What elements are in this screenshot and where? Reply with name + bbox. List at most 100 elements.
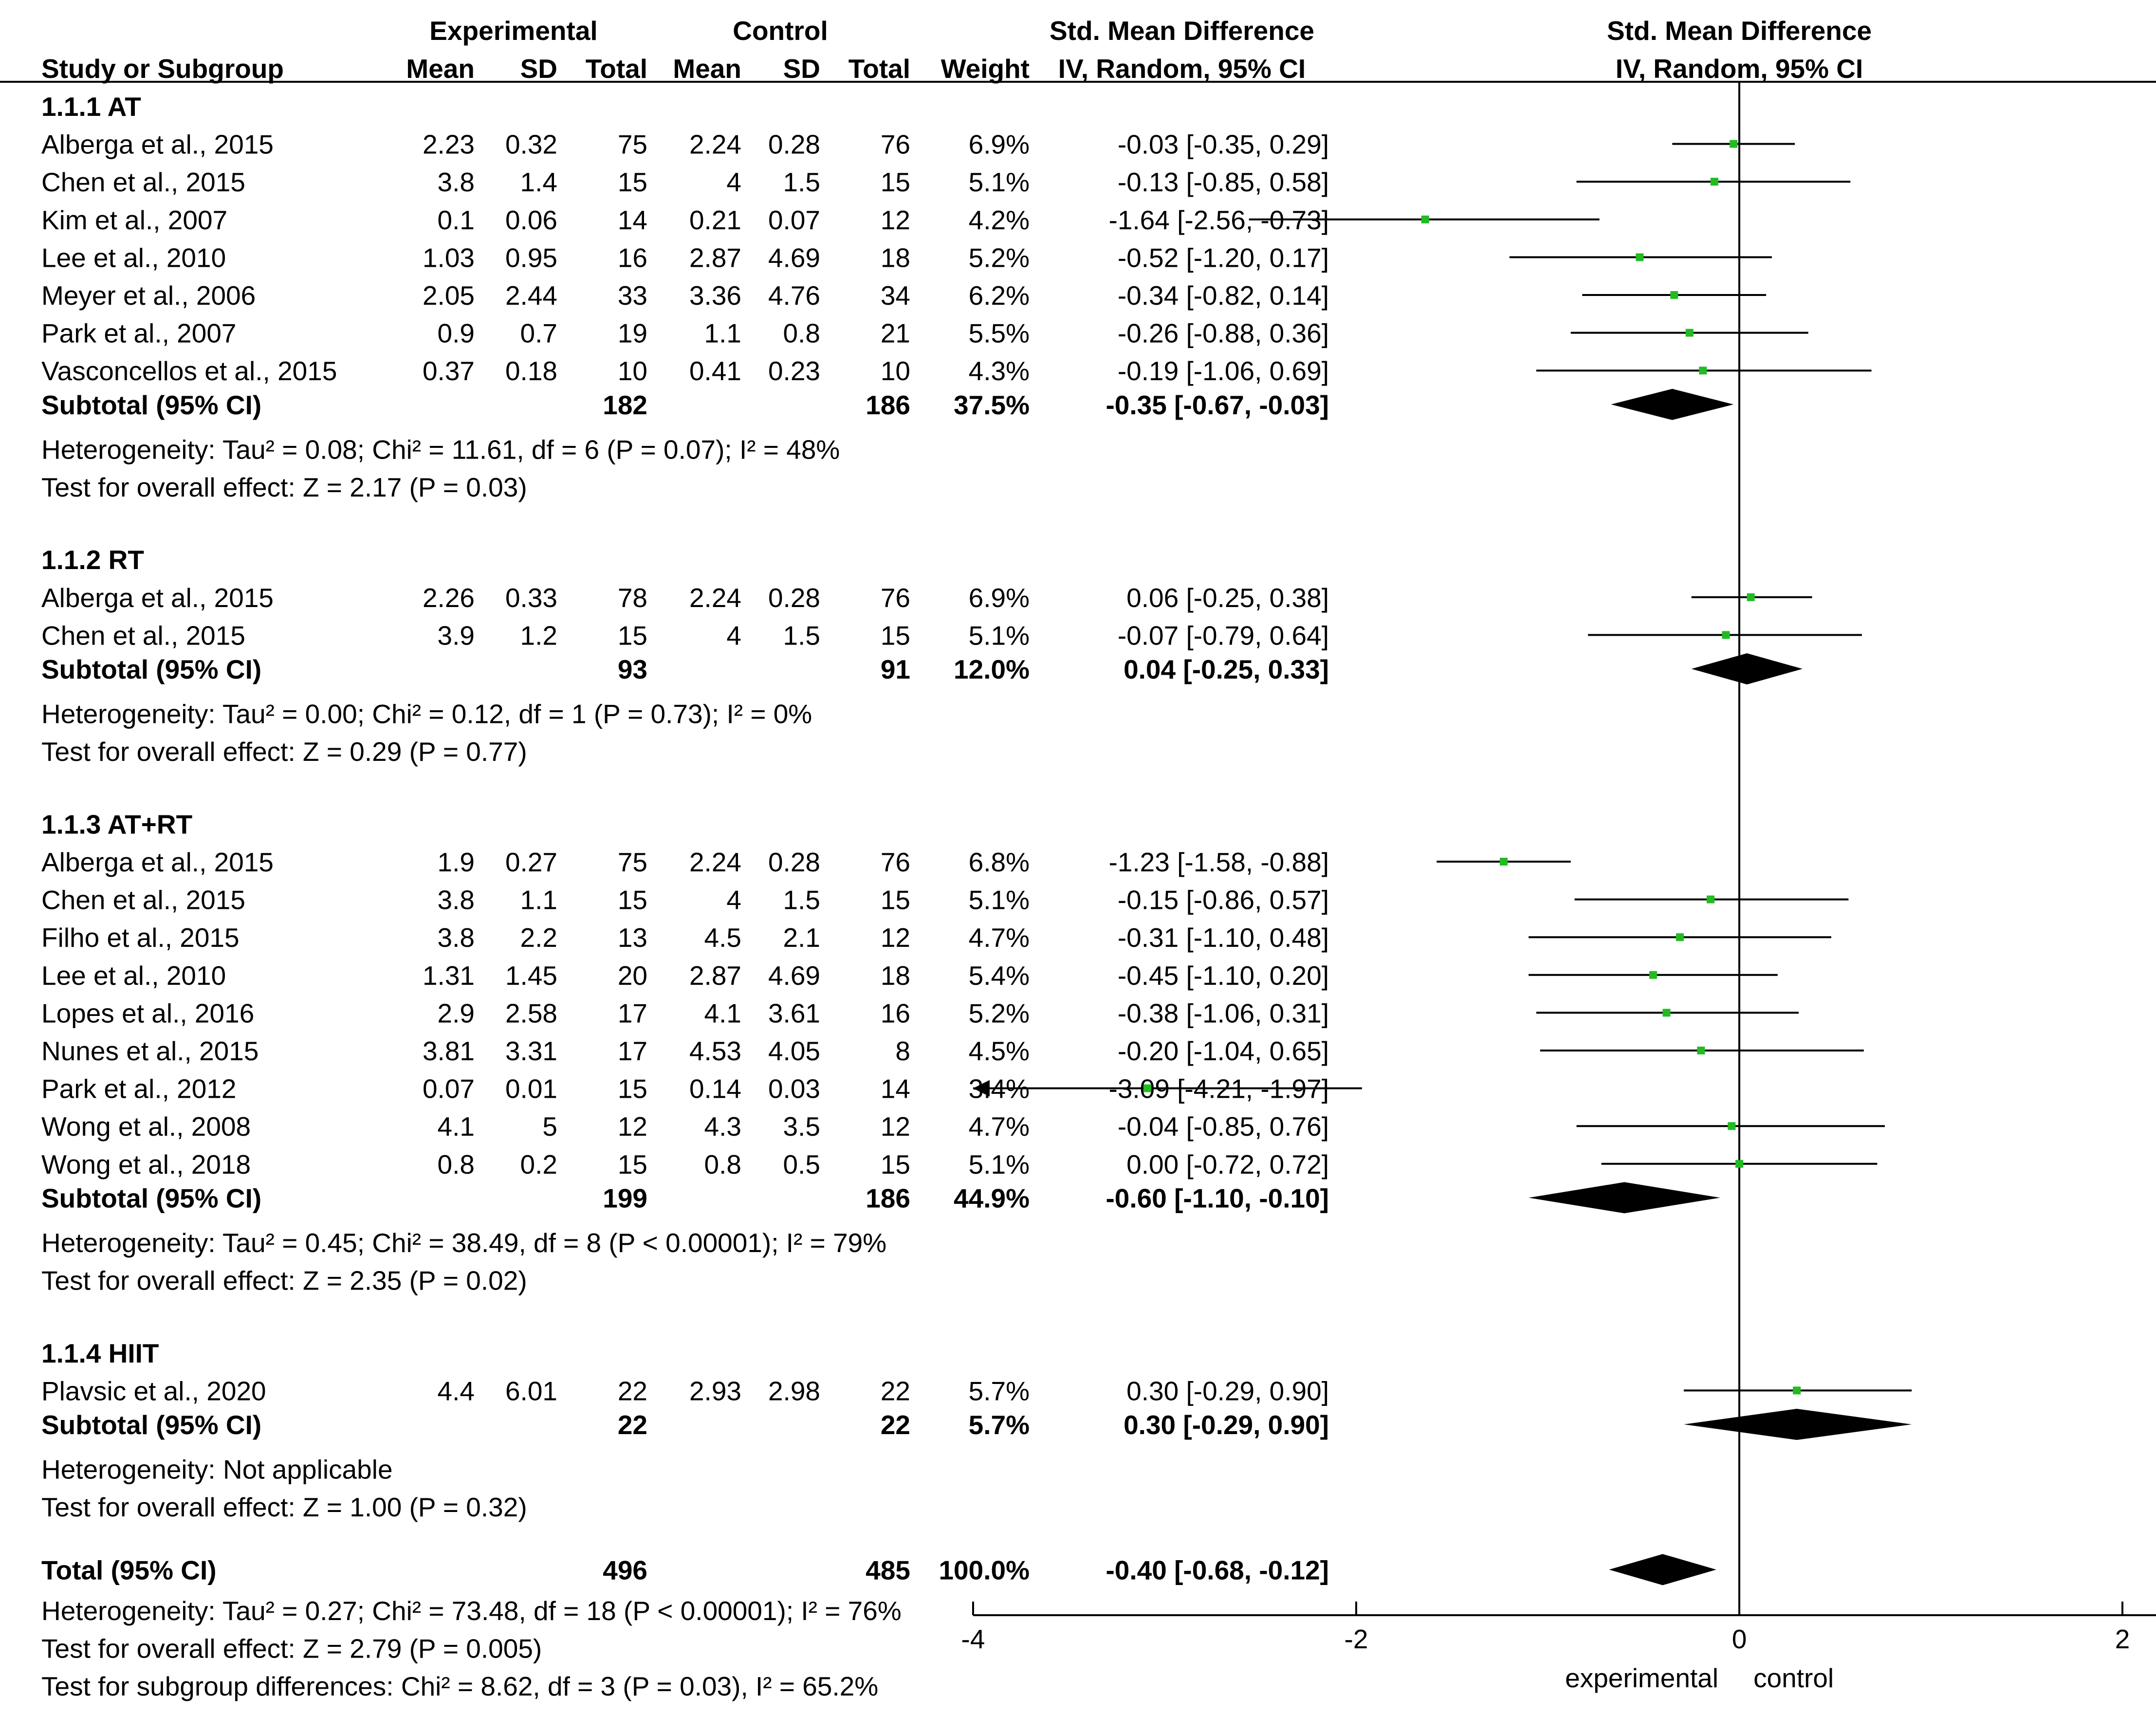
total-ci: -0.40 [-0.68, -0.12] xyxy=(1106,1555,1329,1585)
exp-sd: 3.31 xyxy=(505,1036,557,1066)
header-group-control: Control xyxy=(733,16,828,46)
exp-mean: 3.8 xyxy=(438,885,475,915)
total-heterogeneity: Heterogeneity: Tau² = 0.27; Chi² = 73.48… xyxy=(41,1596,902,1626)
header-ctl-sd: SD xyxy=(783,54,820,84)
total-diamond xyxy=(1609,1554,1716,1586)
header-plot-method: IV, Random, 95% CI xyxy=(1616,54,1863,84)
study-point-marker xyxy=(1685,329,1694,337)
study-ci: -0.38 [-1.06, 0.31] xyxy=(1118,998,1329,1028)
subtotal-ctl-total: 186 xyxy=(866,390,910,420)
subtotal-label: Subtotal (95% CI) xyxy=(41,390,261,420)
subgroup-overall-effect: Test for overall effect: Z = 2.17 (P = 0… xyxy=(41,472,527,502)
ctl-sd: 4.05 xyxy=(768,1036,820,1066)
header-effect-method: IV, Random, 95% CI xyxy=(1058,54,1306,84)
study-ci: -1.23 [-1.58, -0.88] xyxy=(1109,847,1329,877)
study-weight: 4.2% xyxy=(969,205,1030,235)
subtotal-ctl-total: 91 xyxy=(881,654,910,684)
ctl-mean: 4.3 xyxy=(704,1111,741,1142)
subtotal-label: Subtotal (95% CI) xyxy=(41,654,261,684)
exp-sd: 2.58 xyxy=(505,998,557,1028)
total-exp-total: 496 xyxy=(603,1555,647,1585)
header-plot-title: Std. Mean Difference xyxy=(1607,16,1872,46)
exp-mean: 0.9 xyxy=(438,318,475,349)
ctl-mean: 2.93 xyxy=(689,1376,741,1406)
study-name: Filho et al., 2015 xyxy=(41,922,240,953)
subtotal-ci: -0.35 [-0.67, -0.03] xyxy=(1106,390,1329,420)
subtotal-ci: -0.60 [-1.10, -0.10] xyxy=(1106,1183,1329,1213)
subtotal-weight: 12.0% xyxy=(954,654,1030,684)
study-ci: 0.06 [-0.25, 0.38] xyxy=(1126,583,1329,613)
exp-mean: 4.1 xyxy=(438,1111,475,1142)
ctl-sd: 1.5 xyxy=(783,620,820,650)
study-ci: -0.34 [-0.82, 0.14] xyxy=(1118,280,1329,311)
subgroup-label: 1.1.4 HIIT xyxy=(41,1338,159,1368)
ctl-mean: 2.87 xyxy=(689,242,741,273)
header-study: Study or Subgroup xyxy=(41,54,284,84)
study-weight: 5.2% xyxy=(969,998,1030,1028)
subtotal-label: Subtotal (95% CI) xyxy=(41,1183,261,1213)
exp-sd: 0.27 xyxy=(505,847,557,877)
ctl-mean: 4.5 xyxy=(704,922,741,953)
ctl-total: 18 xyxy=(881,960,910,991)
exp-sd: 1.45 xyxy=(505,960,557,991)
exp-mean: 1.31 xyxy=(423,960,475,991)
study-name: Plavsic et al., 2020 xyxy=(41,1376,266,1406)
ctl-mean: 1.1 xyxy=(704,318,741,349)
exp-mean: 3.8 xyxy=(438,922,475,953)
study-point-marker xyxy=(1649,971,1657,979)
study-ci: -0.07 [-0.79, 0.64] xyxy=(1118,620,1329,650)
ctl-mean: 4 xyxy=(726,620,741,650)
ctl-sd: 0.5 xyxy=(783,1149,820,1180)
study-name: Wong et al., 2018 xyxy=(41,1149,251,1180)
exp-total: 10 xyxy=(618,356,647,386)
study-weight: 6.8% xyxy=(969,847,1030,877)
exp-sd: 6.01 xyxy=(505,1376,557,1406)
exp-total: 17 xyxy=(618,998,647,1028)
favours-control-label: control xyxy=(1753,1663,1834,1693)
total-ctl-total: 485 xyxy=(866,1555,910,1585)
ci-clipped-arrow xyxy=(973,1080,990,1097)
subtotal-diamond xyxy=(1529,1182,1720,1214)
exp-total: 22 xyxy=(618,1376,647,1406)
header-exp-mean: Mean xyxy=(406,54,475,84)
exp-total: 75 xyxy=(618,129,647,160)
ctl-mean: 2.87 xyxy=(689,960,741,991)
header-ctl-mean: Mean xyxy=(673,54,741,84)
header-group-experimental: Experimental xyxy=(429,16,597,46)
exp-total: 15 xyxy=(618,1149,647,1180)
study-weight: 6.9% xyxy=(969,583,1030,613)
ctl-sd: 2.1 xyxy=(783,922,820,953)
ctl-sd: 0.03 xyxy=(768,1074,820,1104)
subgroup-heterogeneity: Heterogeneity: Not applicable xyxy=(41,1455,393,1485)
study-name: Alberga et al., 2015 xyxy=(41,847,274,877)
study-weight: 4.7% xyxy=(969,1111,1030,1142)
ctl-total: 15 xyxy=(881,885,910,915)
ctl-sd: 0.28 xyxy=(768,583,820,613)
study-weight: 5.2% xyxy=(969,242,1030,273)
subtotal-exp-total: 22 xyxy=(618,1410,647,1440)
study-point-marker xyxy=(1730,140,1738,148)
study-ci: -0.26 [-0.88, 0.36] xyxy=(1118,318,1329,349)
study-ci: -0.15 [-0.86, 0.57] xyxy=(1118,885,1329,915)
subtotal-ctl-total: 186 xyxy=(866,1183,910,1213)
study-weight: 4.5% xyxy=(969,1036,1030,1066)
study-name: Alberga et al., 2015 xyxy=(41,583,274,613)
exp-total: 19 xyxy=(618,318,647,349)
ctl-sd: 4.69 xyxy=(768,960,820,991)
study-ci: -0.19 [-1.06, 0.69] xyxy=(1118,356,1329,386)
study-name: Vasconcellos et al., 2015 xyxy=(41,356,337,386)
study-point-marker xyxy=(1636,253,1644,261)
subtotal-weight: 44.9% xyxy=(954,1183,1030,1213)
ctl-sd: 0.28 xyxy=(768,847,820,877)
exp-sd: 0.7 xyxy=(520,318,557,349)
study-ci: 0.30 [-0.29, 0.90] xyxy=(1126,1376,1329,1406)
subgroup-differences-test: Test for subgroup differences: Chi² = 8.… xyxy=(41,1671,878,1701)
study-weight: 4.7% xyxy=(969,922,1030,953)
subgroup-overall-effect: Test for overall effect: Z = 0.29 (P = 0… xyxy=(41,737,527,767)
study-point-marker xyxy=(1662,1009,1671,1017)
exp-mean: 2.9 xyxy=(438,998,475,1028)
exp-total: 15 xyxy=(618,885,647,915)
study-point-marker xyxy=(1143,1084,1152,1092)
study-name: Meyer et al., 2006 xyxy=(41,280,256,311)
